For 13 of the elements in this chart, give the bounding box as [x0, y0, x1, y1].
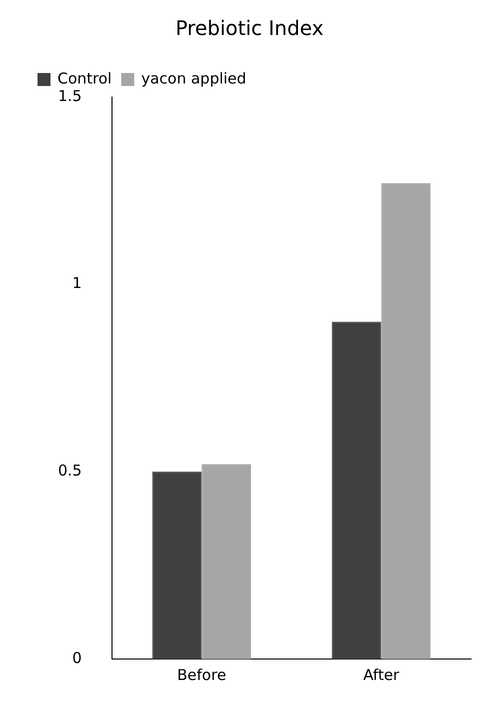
- bar: [332, 322, 382, 659]
- legend-label: Control: [58, 69, 112, 88]
- bar: [202, 464, 252, 659]
- y-tick-label: 1: [72, 274, 82, 292]
- legend-label: yacon applied: [141, 69, 246, 88]
- y-tick-label: 0: [72, 648, 82, 667]
- y-tick-label: 1.5: [58, 86, 82, 105]
- bar: [152, 472, 202, 659]
- y-tick-label: 0.5: [58, 462, 82, 480]
- x-tick-label: Before: [177, 666, 226, 684]
- bar: [381, 183, 431, 659]
- x-tick-label: After: [363, 666, 400, 684]
- chart-title: Prebiotic Index: [175, 16, 324, 40]
